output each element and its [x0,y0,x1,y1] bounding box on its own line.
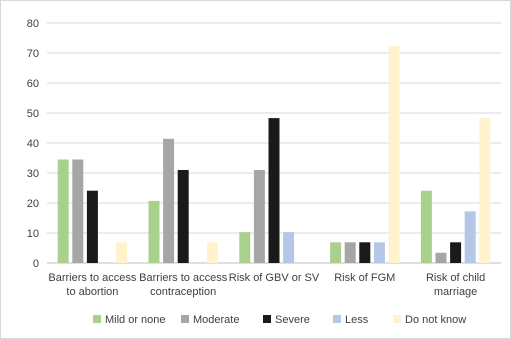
bar [359,242,371,263]
y-tick-label: 70 [27,48,39,60]
bar [116,242,128,263]
y-tick-label: 10 [27,228,39,240]
bar [57,159,69,263]
legend-swatch [393,315,401,323]
legend-label: Do not know [405,314,466,326]
x-tick-label: Risk of GBV or SV [229,272,320,284]
legend-swatch [93,315,101,323]
bar [344,242,356,263]
bar [86,190,98,263]
y-tick-label: 40 [27,138,39,150]
bar [450,242,462,263]
legend-swatch [263,315,271,323]
x-tick-label: marriage [434,286,477,298]
bar [268,118,280,263]
bar [163,138,175,263]
bar [148,200,160,263]
bar [253,170,265,263]
bar [239,232,251,263]
bar [283,232,295,263]
x-axis-labels: Barriers to access to abortion Barriers to… [48,272,485,298]
bar [330,242,342,263]
x-tick-label: Barriers to access [48,272,137,284]
legend-label: Severe [275,314,310,326]
y-tick-label: 0 [33,258,39,270]
bar [435,252,447,263]
y-axis-ticks: 0 10 20 30 40 50 60 70 80 [27,18,39,270]
y-tick-label: 80 [27,18,39,30]
legend-label: Less [345,314,369,326]
bars [57,45,491,263]
bar [464,211,476,263]
x-tick-label: Risk of child [426,272,485,284]
y-tick-label: 20 [27,198,39,210]
legend-swatch [181,315,189,323]
bar [177,170,189,263]
x-tick-label: Barriers to access [139,272,228,284]
bar [420,190,432,263]
y-tick-label: 50 [27,108,39,120]
bar [388,45,400,263]
legend-label: Moderate [193,314,239,326]
legend-swatch [333,315,341,323]
legend: Mild or none Moderate Severe Less Do not kno… [93,314,466,326]
bar [373,242,385,263]
y-tick-label: 60 [27,78,39,90]
x-tick-label: contraception [150,286,216,298]
bar [479,118,491,263]
bar [72,159,84,263]
y-tick-label: 30 [27,168,39,180]
legend-label: Mild or none [105,314,166,326]
x-tick-label: to abortion [66,286,118,298]
x-tick-label: Risk of FGM [334,272,395,284]
bar [206,242,218,263]
